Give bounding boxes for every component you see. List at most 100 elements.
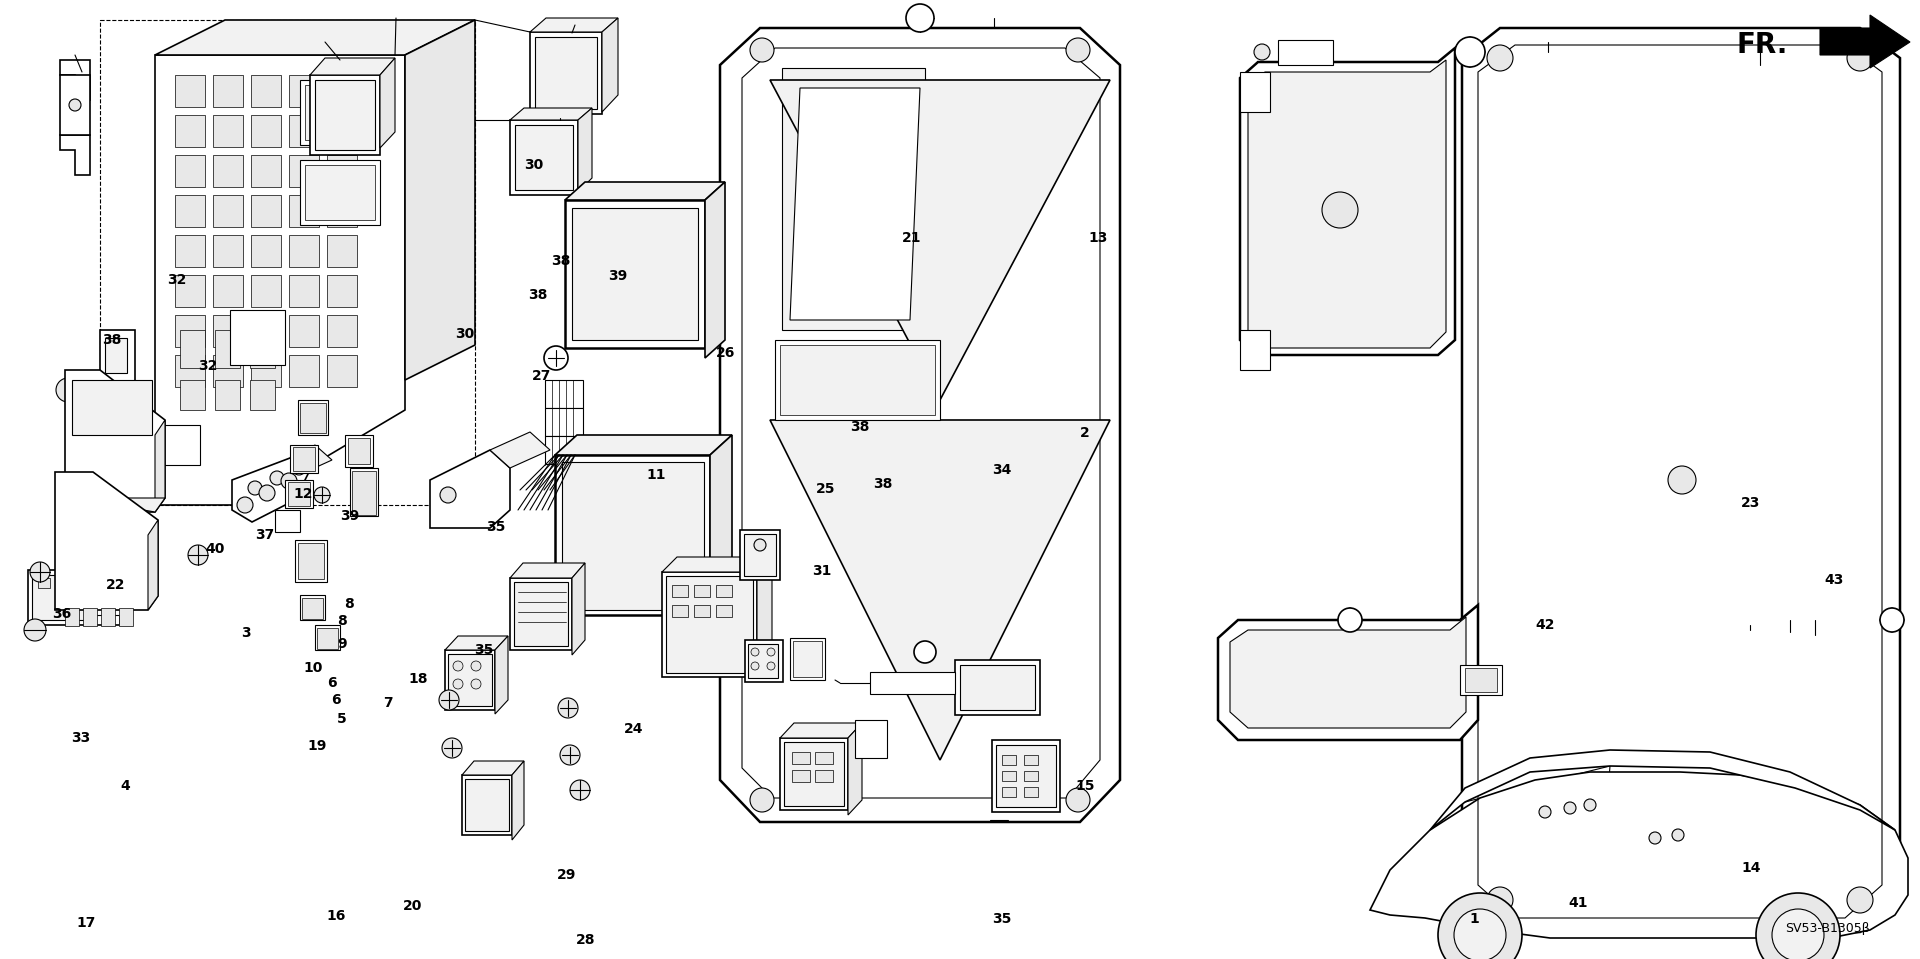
Polygon shape bbox=[1371, 772, 1908, 938]
Bar bbox=[100, 330, 134, 385]
Circle shape bbox=[1565, 802, 1576, 814]
Bar bbox=[83, 608, 98, 626]
Text: 39: 39 bbox=[609, 269, 628, 283]
Circle shape bbox=[751, 662, 758, 670]
Bar bbox=[745, 640, 783, 682]
Circle shape bbox=[1672, 829, 1684, 841]
Bar bbox=[530, 32, 603, 114]
Polygon shape bbox=[710, 435, 732, 620]
Text: 25: 25 bbox=[816, 482, 835, 496]
Text: 12: 12 bbox=[294, 487, 313, 501]
Text: 30: 30 bbox=[455, 327, 474, 340]
Bar bbox=[666, 576, 753, 673]
Bar bbox=[288, 482, 309, 506]
Circle shape bbox=[442, 738, 463, 758]
Bar bbox=[290, 355, 319, 387]
Text: 40: 40 bbox=[205, 542, 225, 555]
Bar bbox=[326, 315, 357, 347]
Bar bbox=[300, 160, 380, 225]
Bar bbox=[75, 510, 88, 528]
Bar bbox=[290, 75, 319, 107]
Polygon shape bbox=[789, 88, 920, 320]
Bar bbox=[175, 75, 205, 107]
Text: 38: 38 bbox=[851, 420, 870, 433]
Bar bbox=[315, 80, 374, 150]
Polygon shape bbox=[770, 80, 1110, 400]
Text: 2: 2 bbox=[1079, 427, 1091, 440]
Polygon shape bbox=[405, 20, 474, 380]
Polygon shape bbox=[511, 108, 591, 120]
Circle shape bbox=[751, 38, 774, 62]
Bar bbox=[300, 595, 324, 620]
Circle shape bbox=[570, 780, 589, 800]
Polygon shape bbox=[780, 723, 862, 738]
Text: 39: 39 bbox=[340, 509, 359, 523]
Bar bbox=[119, 608, 132, 626]
Bar bbox=[252, 275, 280, 307]
Circle shape bbox=[23, 619, 46, 641]
Bar bbox=[326, 235, 357, 267]
Bar bbox=[1240, 72, 1269, 112]
Text: 1: 1 bbox=[1469, 912, 1480, 925]
Polygon shape bbox=[56, 472, 157, 610]
Text: 16: 16 bbox=[326, 909, 346, 923]
Text: 28: 28 bbox=[576, 933, 595, 947]
Polygon shape bbox=[1248, 60, 1446, 348]
Bar bbox=[213, 155, 244, 187]
Bar bbox=[1002, 771, 1016, 781]
Polygon shape bbox=[60, 60, 90, 100]
Bar bbox=[175, 195, 205, 227]
Bar bbox=[290, 195, 319, 227]
Bar bbox=[814, 770, 833, 782]
Bar bbox=[793, 641, 822, 677]
Bar bbox=[996, 745, 1056, 807]
Bar bbox=[252, 315, 280, 347]
Polygon shape bbox=[603, 18, 618, 112]
Circle shape bbox=[292, 461, 305, 475]
Bar bbox=[290, 315, 319, 347]
Polygon shape bbox=[578, 108, 591, 192]
Bar bbox=[315, 625, 340, 650]
Circle shape bbox=[1254, 44, 1269, 60]
Bar bbox=[213, 115, 244, 147]
Circle shape bbox=[766, 662, 776, 670]
Bar bbox=[515, 582, 568, 646]
Bar bbox=[326, 115, 357, 147]
Circle shape bbox=[280, 473, 298, 489]
Bar bbox=[672, 585, 687, 597]
Bar bbox=[960, 665, 1035, 710]
Bar bbox=[250, 330, 275, 368]
Bar bbox=[463, 775, 513, 835]
Text: 32: 32 bbox=[198, 360, 217, 373]
Bar bbox=[745, 534, 776, 576]
Bar bbox=[511, 120, 578, 195]
Bar bbox=[326, 75, 357, 107]
Bar bbox=[215, 380, 240, 410]
Bar bbox=[854, 720, 887, 758]
Polygon shape bbox=[720, 28, 1119, 822]
Text: 38: 38 bbox=[102, 334, 121, 347]
Polygon shape bbox=[65, 370, 165, 512]
Bar bbox=[447, 654, 492, 706]
Circle shape bbox=[755, 539, 766, 551]
Bar bbox=[111, 510, 125, 528]
Bar bbox=[1023, 787, 1039, 797]
Text: 22: 22 bbox=[106, 578, 125, 592]
Bar bbox=[662, 572, 756, 677]
Circle shape bbox=[271, 471, 284, 485]
Bar bbox=[298, 543, 324, 579]
Text: 6: 6 bbox=[330, 693, 342, 707]
Bar bbox=[348, 438, 371, 464]
Circle shape bbox=[248, 481, 261, 495]
Bar bbox=[215, 330, 240, 368]
Polygon shape bbox=[530, 18, 618, 32]
Bar bbox=[536, 37, 597, 109]
Bar bbox=[445, 650, 495, 710]
Polygon shape bbox=[564, 182, 726, 200]
Circle shape bbox=[440, 487, 457, 503]
Text: 5: 5 bbox=[336, 713, 348, 726]
Bar bbox=[175, 155, 205, 187]
Bar bbox=[1002, 787, 1016, 797]
Polygon shape bbox=[148, 520, 157, 610]
Circle shape bbox=[751, 648, 758, 656]
